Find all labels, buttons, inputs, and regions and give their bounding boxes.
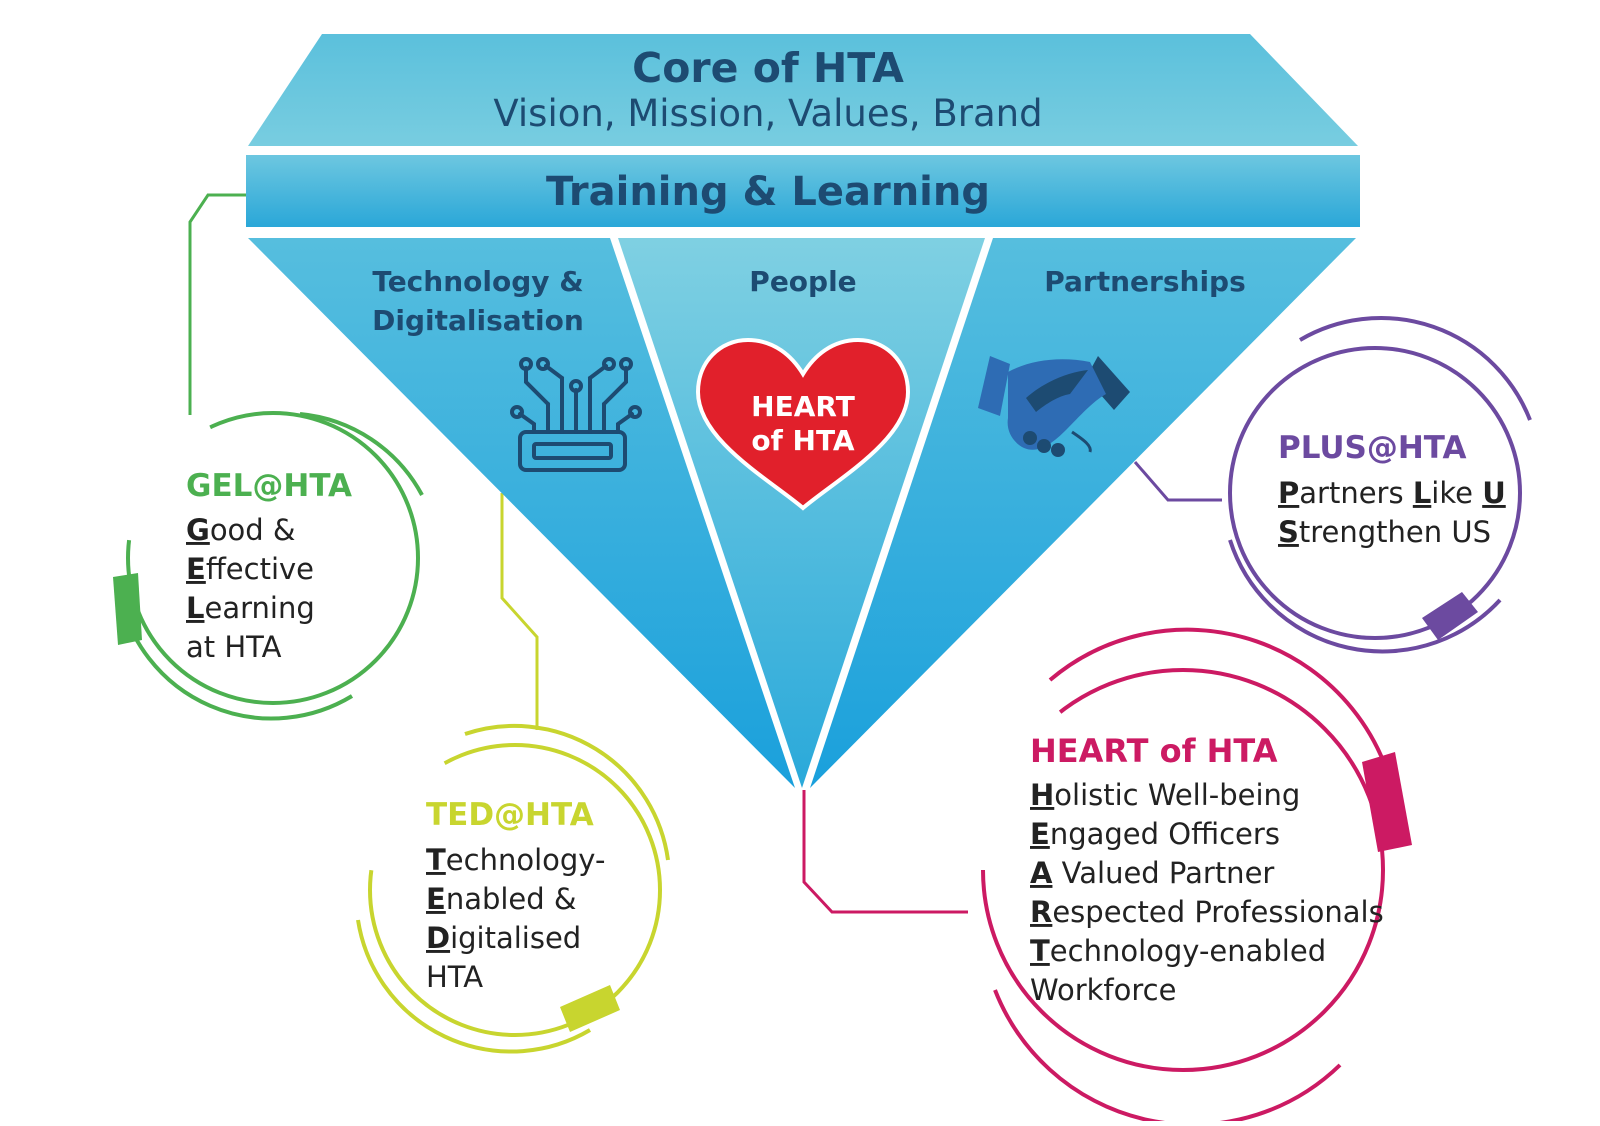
plus-line-1-key-p: P bbox=[1278, 476, 1299, 510]
heart-circle-line-1-key: H bbox=[1030, 778, 1054, 812]
plus-line-1: Partners Like U bbox=[1278, 476, 1506, 510]
heart-badge-line1: HEART bbox=[751, 390, 855, 423]
ted-line-3-key: D bbox=[426, 921, 450, 955]
heart-circle-line-4-rest: espected Professionals bbox=[1052, 895, 1383, 929]
heart-circle-title: HEART of HTA bbox=[1030, 732, 1278, 770]
pillar-label-technology-line2: Digitalisation bbox=[372, 304, 584, 337]
heart-circle-line-4: Respected Professionals bbox=[1030, 895, 1384, 929]
pillar-technology bbox=[248, 238, 795, 788]
heart-circle-line-4-key: R bbox=[1030, 895, 1052, 929]
gel-line-3: Learning bbox=[186, 591, 315, 625]
heart-circle-line-5: Technology-enabled bbox=[1030, 934, 1326, 968]
pillar-label-technology-line1: Technology & bbox=[372, 265, 583, 298]
heart-circle-line-1-rest: olistic Well-being bbox=[1054, 778, 1300, 812]
handshake-icon bbox=[978, 356, 1130, 457]
plus-title: PLUS@HTA bbox=[1278, 430, 1467, 466]
circuit-chip-icon bbox=[510, 357, 642, 472]
ted-line-3-rest: igitalised bbox=[450, 921, 581, 955]
heart-connector-line bbox=[802, 790, 968, 914]
heart-circle-line-6-rest: Workforce bbox=[1030, 973, 1176, 1007]
gel-line-2-rest: ffective bbox=[206, 552, 314, 586]
pillar-partnerships bbox=[810, 238, 1356, 788]
gel-title: GEL@HTA bbox=[186, 468, 352, 504]
training-band-label: Training & Learning bbox=[546, 169, 990, 215]
ted-title: TED@HTA bbox=[426, 797, 594, 833]
ted-line-1-rest: echnology- bbox=[446, 843, 606, 877]
plus-line-2-rest: trengthen US bbox=[1299, 515, 1491, 549]
heart-circle-line-2: Engaged Officers bbox=[1030, 817, 1280, 851]
plus-line-2-key: S bbox=[1278, 515, 1299, 549]
ted-connector-line bbox=[500, 493, 539, 730]
heart-circle-line-6: Workforce bbox=[1030, 973, 1176, 1007]
plus-line-1-key-l: L bbox=[1413, 476, 1431, 510]
ted-line-2-key: E bbox=[426, 882, 446, 916]
gel-line-4: at HTA bbox=[186, 630, 282, 664]
plus-line-1-key-u: U bbox=[1482, 476, 1506, 510]
ted-line-4: HTA bbox=[426, 960, 483, 994]
gel-line-1: Good & bbox=[186, 513, 296, 547]
core-title: Core of HTA bbox=[632, 44, 904, 92]
core-subtitle: Vision, Mission, Values, Brand bbox=[493, 92, 1042, 135]
ted-line-2-rest: nabled & bbox=[446, 882, 577, 916]
gel-line-1-key: G bbox=[186, 513, 210, 547]
heart-circle-line-3: A Valued Partner bbox=[1030, 856, 1274, 890]
ted-line-1-key: T bbox=[426, 843, 446, 877]
plus-connector-line bbox=[1133, 461, 1222, 502]
gel-line-3-key: L bbox=[186, 591, 204, 625]
heart-circle-line-1: Holistic Well-being bbox=[1030, 778, 1300, 812]
ted-line-2: Enabled & bbox=[426, 882, 577, 916]
gel-connector-line bbox=[188, 193, 246, 415]
plus-line-1-rest-l: ike bbox=[1431, 476, 1482, 510]
heart-icon bbox=[695, 337, 911, 511]
ted-line-4-rest: HTA bbox=[426, 960, 483, 994]
heart-of-hta-circle bbox=[977, 627, 1412, 1126]
gel-line-1-rest: ood & bbox=[210, 513, 296, 547]
gel-line-3-rest: earning bbox=[204, 591, 314, 625]
heart-badge-line2: of HTA bbox=[751, 424, 855, 457]
ted-line-1: Technology- bbox=[426, 843, 605, 877]
heart-circle-line-3-key: A bbox=[1030, 856, 1053, 890]
pillar-label-partnerships: Partnerships bbox=[1044, 265, 1246, 298]
gel-line-2: Effective bbox=[186, 552, 314, 586]
plus-circle bbox=[1228, 316, 1532, 654]
heart-circle-line-3-rest: Valued Partner bbox=[1052, 856, 1274, 890]
heart-circle-line-5-key: T bbox=[1030, 934, 1050, 968]
plus-line-2: Strengthen US bbox=[1278, 515, 1491, 549]
heart-circle-line-2-rest: ngaged Officers bbox=[1050, 817, 1280, 851]
heart-circle-line-2-key: E bbox=[1030, 817, 1050, 851]
heart-circle-line-5-rest: echnology-enabled bbox=[1050, 934, 1326, 968]
ted-line-3: Digitalised bbox=[426, 921, 581, 955]
gel-line-2-key: E bbox=[186, 552, 206, 586]
ted-circle bbox=[356, 723, 670, 1054]
core-trapezoid bbox=[248, 34, 1358, 146]
gel-line-4-rest: at HTA bbox=[186, 630, 282, 664]
training-band bbox=[246, 155, 1360, 227]
pillar-label-people: People bbox=[749, 265, 856, 298]
plus-line-1-rest-p: artners bbox=[1299, 476, 1413, 510]
gel-circle bbox=[113, 411, 424, 721]
